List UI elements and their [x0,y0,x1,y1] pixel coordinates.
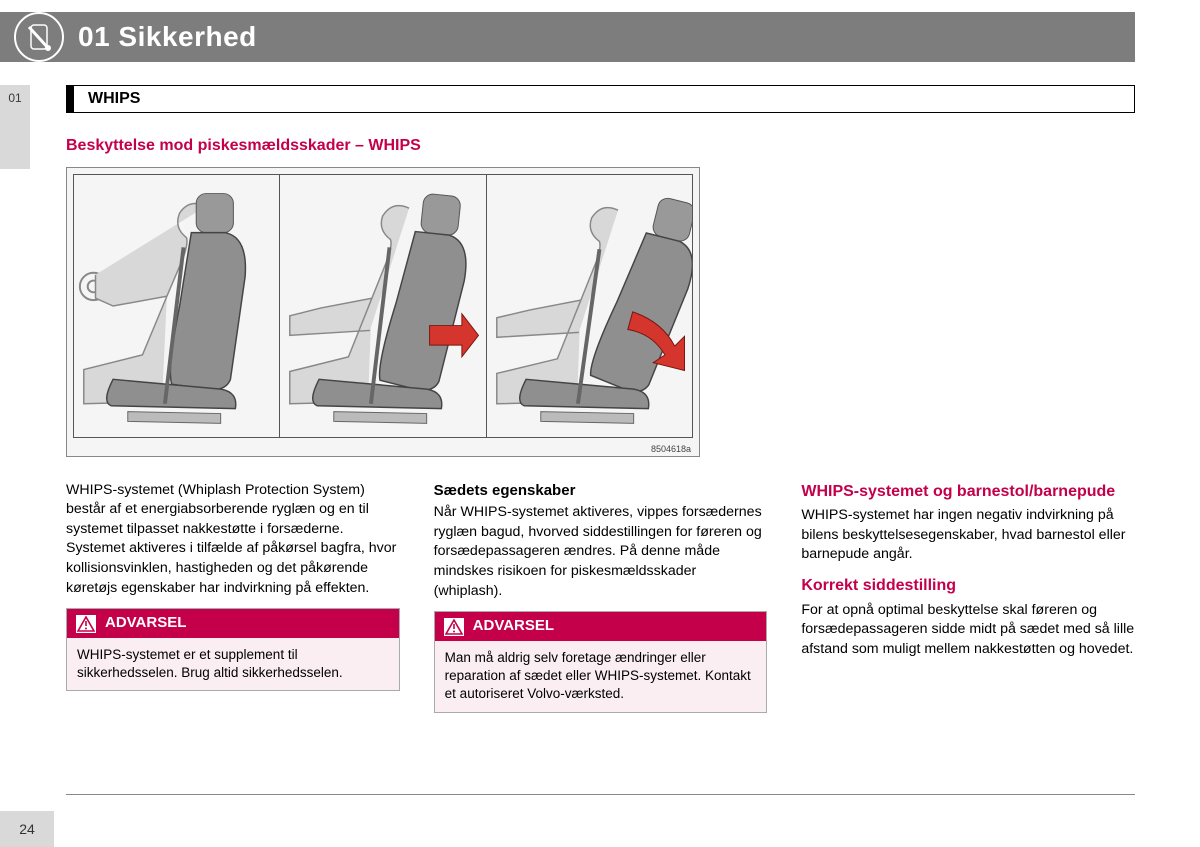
main-heading: Beskyttelse mod piskesmældsskader – WHIP… [66,135,1135,157]
column-2: Sædets egenskaber Når WHIPS-systemet akt… [434,481,768,713]
column-1: WHIPS-systemet (Whiplash Protection Syst… [66,481,400,713]
col2-subhead: Sædets egenskaber [434,481,768,502]
col1-body: WHIPS-systemet (Whiplash Protection Syst… [66,481,400,599]
footer-rule [66,794,1135,795]
warning-body-2: Man må aldrig selv foretage ændringer el… [435,641,767,712]
col2-body: Når WHIPS-systemet aktiveres, vippes for… [434,503,768,601]
col3-body2: For at opnå optimal beskyttelse skal før… [801,601,1135,660]
chapter-header: 01 Sikkerhed [0,12,1135,62]
col3-heading1: WHIPS-systemet og barnestol/barnepude [801,481,1135,503]
whips-illustration: 8504618a [66,167,700,457]
warning-triangle-icon [443,617,465,637]
chapter-title: 01 Sikkerhed [78,21,257,53]
image-reference-code: 8504618a [651,444,691,454]
page-number: 24 [0,811,54,847]
warning-title-1: ADVARSEL [105,613,186,634]
warning-box-2: ADVARSEL Man må aldrig selv foretage ænd… [434,611,768,712]
page-content: Beskyttelse mod piskesmældsskader – WHIP… [66,135,1135,713]
illustration-panel-1 [74,175,280,437]
col3-body1: WHIPS-systemet har ingen negativ indvirk… [801,506,1135,565]
warning-box-1: ADVARSEL WHIPS-systemet er et supplement… [66,608,400,691]
column-3: WHIPS-systemet og barnestol/barnepude WH… [801,481,1135,713]
section-heading: WHIPS [66,85,1135,113]
warning-title-2: ADVARSEL [473,616,554,637]
col3-heading2: Korrekt siddestilling [801,575,1135,597]
chapter-tab: 01 [0,85,30,169]
section-title: WHIPS [88,90,140,108]
illustration-panel-3 [487,175,692,437]
warning-body-1: WHIPS-systemet er et supplement til sikk… [67,638,399,690]
warning-triangle-icon [75,614,97,634]
seatbelt-icon [14,12,64,62]
illustration-panel-2 [280,175,486,437]
